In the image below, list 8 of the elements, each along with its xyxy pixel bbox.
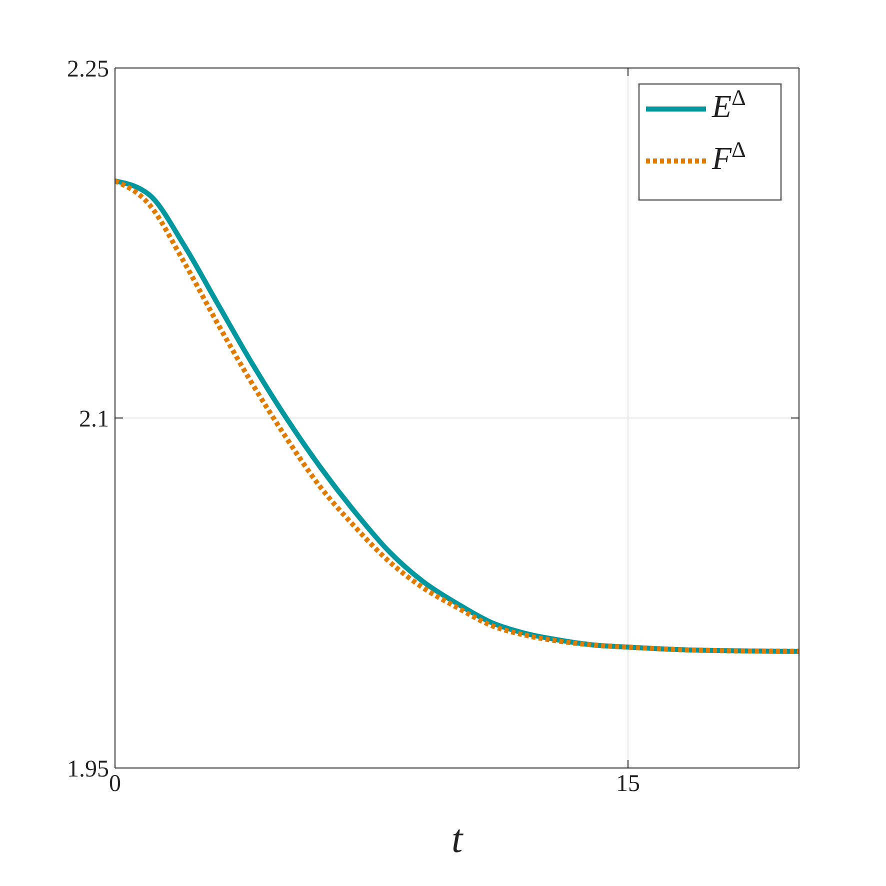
x-axis-title: t xyxy=(451,816,464,861)
legend-label: F$^{Δ}$ xyxy=(711,136,746,176)
x-tick-label: 0 xyxy=(109,771,121,798)
y-tick-label: 2.1 xyxy=(79,406,109,433)
y-tick-label: 1.95 xyxy=(67,756,109,783)
legend-label: E$^{Δ}$ xyxy=(711,84,746,124)
x-tick-label: 15 xyxy=(616,771,640,798)
y-tick-label: 2.25 xyxy=(67,56,109,83)
